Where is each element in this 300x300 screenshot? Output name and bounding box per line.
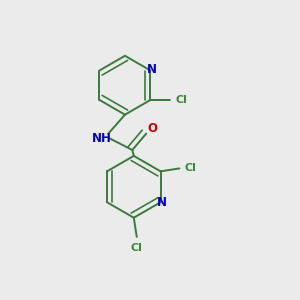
Text: Cl: Cl (185, 164, 197, 173)
Text: N: N (157, 196, 167, 209)
Text: O: O (147, 122, 157, 135)
Text: NH: NH (92, 132, 111, 145)
Text: Cl: Cl (176, 95, 188, 105)
Text: N: N (147, 62, 157, 76)
Text: Cl: Cl (131, 243, 143, 253)
